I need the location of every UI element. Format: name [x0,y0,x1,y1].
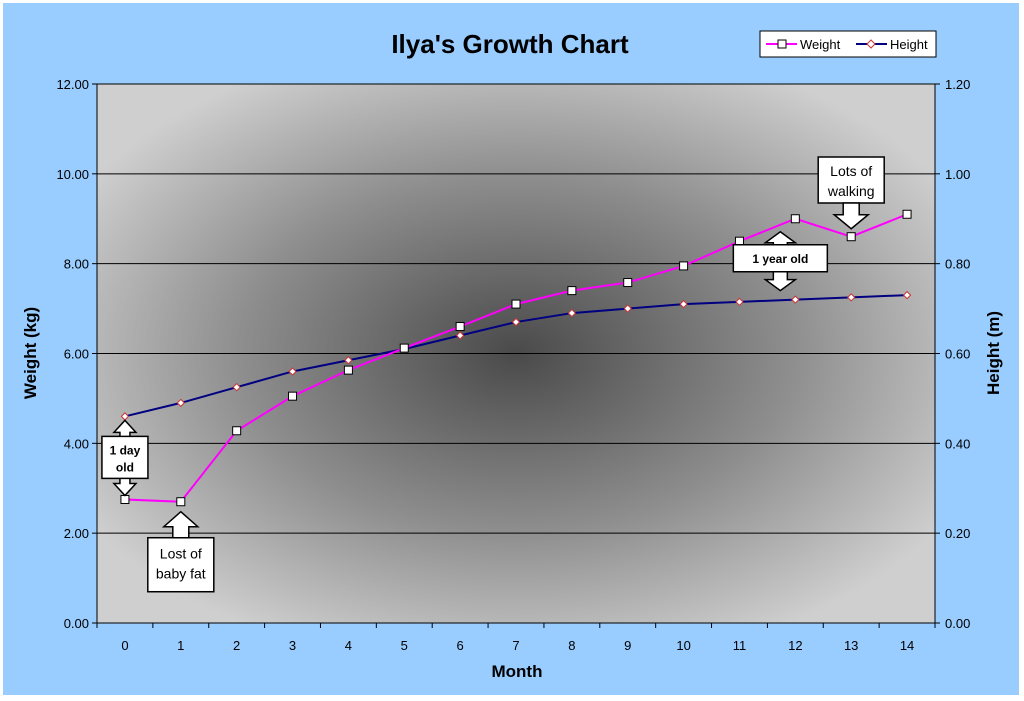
weight-point [176,497,186,507]
x-tick-label: 3 [289,638,296,653]
x-tick-label: 9 [624,638,631,653]
x-tick-label: 11 [733,638,747,653]
y2-tick-label: 0.60 [945,347,970,362]
height-point [455,331,465,340]
legend-height-label: Height [890,37,928,52]
annotation-text: walking [827,183,875,199]
weight-point [846,232,856,242]
weight-point [902,209,912,219]
weight-point [679,261,689,271]
height-point [623,304,632,313]
annotation-text: 1 year old [752,252,808,266]
x-tick-label: 12 [788,638,802,653]
y-tick-label: 4.00 [64,436,89,451]
y-tick-label: 8.00 [64,257,89,272]
weight-point [120,494,130,504]
weight-point [511,299,521,309]
annotations: 1 day old Lost of baby fat 1 year old Lots of… [101,156,885,593]
x-tick-label: 5 [401,638,408,653]
y-tick-label: 10.00 [56,167,89,182]
chart-title: Ilya's Growth Chart [391,29,629,59]
x-axis-title: Month [492,662,543,681]
walking-arrow [832,202,871,230]
weight-point [288,391,298,401]
x-tick-label: 13 [844,638,858,653]
height-point [735,297,744,307]
weight-point [455,322,465,332]
y2-tick-label: 1.20 [945,77,970,92]
y2-tick-label: 0.20 [945,526,970,541]
weight-point [232,426,242,436]
x-tick-label: 10 [676,638,690,653]
height-point [344,356,353,365]
x-tick-label: 2 [233,638,240,653]
walking-box [817,156,885,204]
y2-tick-label: 0.00 [945,616,970,631]
y2-tick-label: 1.00 [945,167,970,182]
annotation-text: old [116,460,134,474]
legend-weight-marker [777,39,787,49]
y-tick-label: 6.00 [64,347,89,362]
y-tick-label: 2.00 [64,526,89,541]
x-tick-label: 1 [177,638,184,653]
x-tick-label: 4 [345,638,352,653]
height-point [846,293,856,302]
height-point [567,308,577,318]
height-point [176,398,186,408]
weight-point [399,343,409,353]
annotation-text: Lost of [160,546,202,562]
x-tick-label: 8 [568,638,575,653]
annotation-text: Lots of [830,163,872,179]
legend-height-marker [866,39,876,49]
annotation-text: baby fat [156,566,206,582]
one-year-box [732,244,829,273]
height-point [791,295,800,304]
legend: Weight Height [759,30,937,58]
weight-point [567,286,577,296]
weight-point [343,365,353,375]
one-day-box [101,435,149,480]
y-tick-label: 12.00 [56,77,89,92]
x-tick-label: 7 [512,638,519,653]
x-tick-label: 6 [457,638,464,653]
axes: 0.00 2.00 4.00 6.00 8.00 10.00 12.00 0.00 0.20 0.… [56,77,970,653]
x-tick-label: 0 [121,638,128,653]
weight-point [790,214,800,224]
height-point [511,317,521,327]
annotation-text: 1 day [110,443,141,457]
height-point [679,299,688,309]
y2-tick-label: 0.80 [945,257,970,272]
height-point [232,382,241,392]
height-point [288,367,297,376]
y-tick-label: 0.00 [64,616,89,631]
weight-point [623,278,633,288]
y-axis-title: Weight (kg) [21,307,40,399]
height-point [902,290,912,300]
baby-fat-arrow [161,510,200,539]
y2-axis-title: Height (m) [984,311,1003,395]
x-tick-label: 14 [900,638,914,653]
legend-weight-label: Weight [800,37,841,52]
y2-tick-label: 0.40 [945,436,970,451]
